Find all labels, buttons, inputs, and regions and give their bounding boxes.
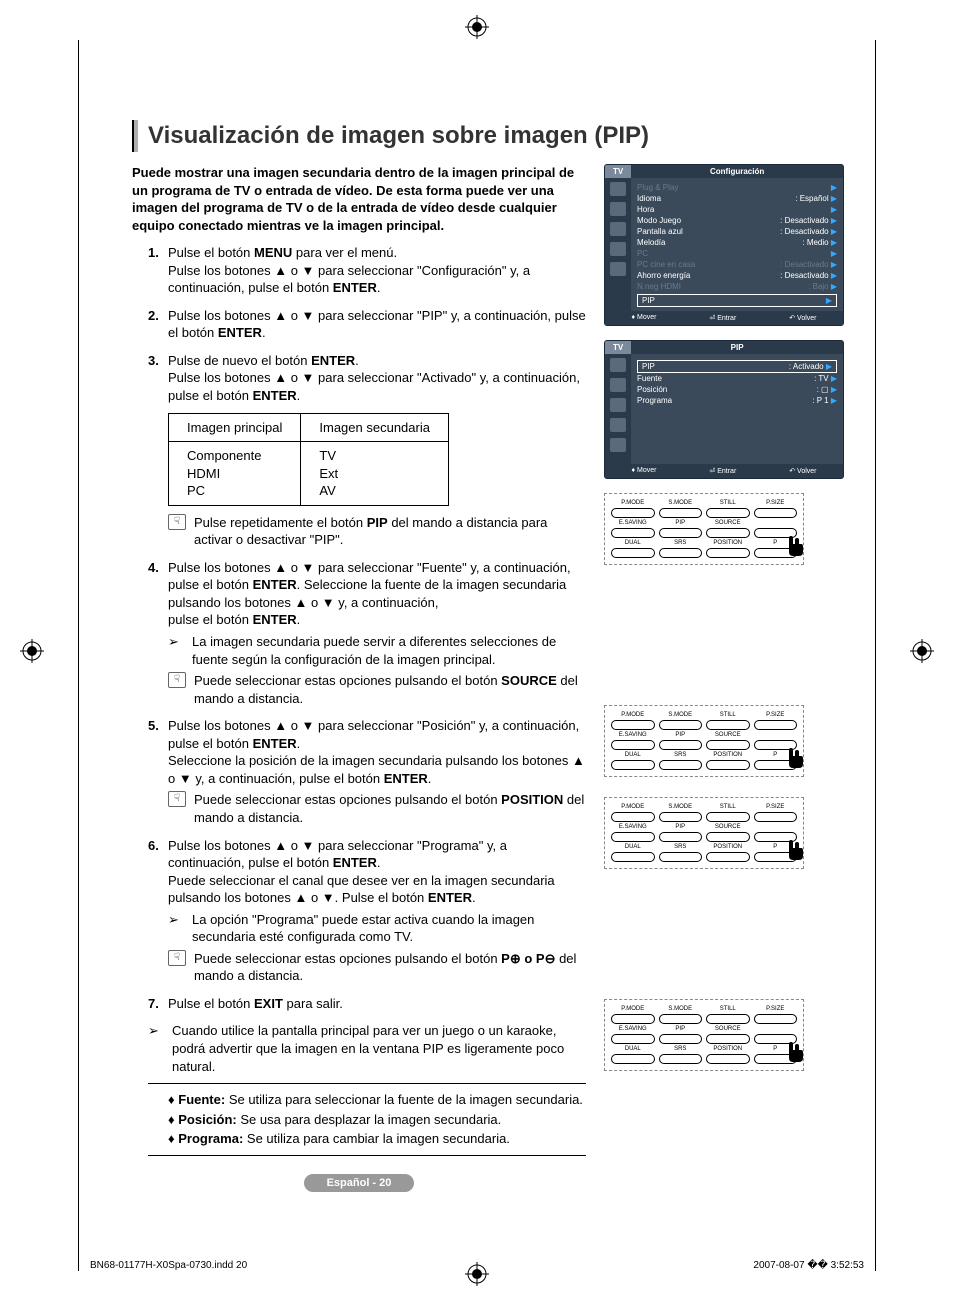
page-title: Visualización de imagen sobre imagen (PI… — [148, 122, 649, 150]
step-3: 3. Pulse de nuevo el botón ENTER. Pulse … — [148, 352, 586, 549]
remote-button — [754, 812, 798, 822]
remote-button — [659, 740, 703, 750]
osd-row: Melodía: Medio ▶ — [637, 237, 837, 248]
page-badge: Español - 20 — [304, 1174, 414, 1192]
remote-button — [611, 740, 655, 750]
remote-button — [611, 508, 655, 518]
remote-button — [611, 832, 655, 842]
remote-button — [659, 1014, 703, 1024]
remote-diagram: P.MODES.MODESTILLP.SIZEE.SAVINGPIPSOURCE… — [604, 797, 804, 869]
remote-button — [706, 1014, 750, 1024]
osd-row: PC cine en casa: Desactivado ▶ — [637, 259, 837, 270]
hand-pointer-icon — [781, 1036, 811, 1066]
remote-button — [659, 852, 703, 862]
remote-icon: ☟ — [168, 950, 186, 966]
step-1: 1. Pulse el botón MENU para ver el menú.… — [148, 244, 586, 297]
osd-row: Ahorro energía: Desactivado ▶ — [637, 270, 837, 281]
arrow-icon: ➢ — [168, 633, 184, 651]
step-2: 2. Pulse los botones ▲ o ▼ para seleccio… — [148, 307, 586, 342]
remote-button — [659, 528, 703, 538]
remote-button — [659, 1034, 703, 1044]
osd-pip: TVPIP PIP: Activado ▶Fuente: TV ▶Posició… — [604, 340, 844, 479]
remote-button — [706, 1054, 750, 1064]
remote-button — [611, 852, 655, 862]
osd-row: Idioma: Español ▶ — [637, 193, 837, 204]
intro-text: Puede mostrar una imagen secundaria dent… — [132, 164, 586, 234]
remote-button — [706, 760, 750, 770]
osd-row: Programa: P 1 ▶ — [637, 395, 837, 406]
crop-line — [78, 40, 79, 1271]
remote-button — [659, 812, 703, 822]
crop-line — [875, 40, 876, 1271]
remote-button — [706, 852, 750, 862]
registration-mark — [20, 639, 44, 663]
arrow-icon: ➢ — [148, 1022, 164, 1075]
final-note: ➢ Cuando utilice la pantalla principal p… — [148, 1022, 586, 1075]
remote-button — [659, 1054, 703, 1064]
remote-button — [659, 720, 703, 730]
osd-configuracion: TVConfiguración Plug & Play ▶Idioma: Esp… — [604, 164, 844, 326]
remote-diagram: P.MODES.MODESTILLP.SIZEE.SAVINGPIPSOURCE… — [604, 999, 804, 1071]
osd-row: Fuente: TV ▶ — [637, 373, 837, 384]
step-6: 6. Pulse los botones ▲ o ▼ para seleccio… — [148, 837, 586, 985]
osd-row: Posición: ▢ ▶ — [637, 384, 837, 395]
remote-button — [611, 548, 655, 558]
title-accent — [132, 120, 138, 152]
remote-button — [706, 812, 750, 822]
remote-button — [706, 720, 750, 730]
remote-button — [754, 508, 798, 518]
remote-diagram: P.MODES.MODESTILLP.SIZEE.SAVINGPIPSOURCE… — [604, 705, 804, 777]
remote-button — [706, 1034, 750, 1044]
remote-button — [706, 740, 750, 750]
arrow-icon: ➢ — [168, 911, 184, 929]
hand-pointer-icon — [781, 530, 811, 560]
hand-pointer-icon — [781, 742, 811, 772]
osd-sidebar-icons — [605, 178, 631, 311]
remote-icon: ☟ — [168, 672, 186, 688]
remote-button — [659, 548, 703, 558]
remote-icon: ☟ — [168, 514, 186, 530]
step-4: 4. Pulse los botones ▲ o ▼ para seleccio… — [148, 559, 586, 707]
remote-button — [754, 720, 798, 730]
remote-icon: ☟ — [168, 791, 186, 807]
registration-mark — [465, 15, 489, 39]
remote-button — [611, 1054, 655, 1064]
osd-row: Plug & Play ▶ — [637, 182, 837, 193]
remote-button — [611, 1034, 655, 1044]
osd-row: PC ▶ — [637, 248, 837, 259]
osd-row: Modo Juego: Desactivado ▶ — [637, 215, 837, 226]
osd-row: Hora ▶ — [637, 204, 837, 215]
osd-sidebar-icons — [605, 354, 631, 464]
remote-button — [611, 528, 655, 538]
remote-button — [659, 760, 703, 770]
source-table: Imagen principalImagen secundaria Compon… — [168, 413, 449, 506]
step-5: 5. Pulse los botones ▲ o ▼ para seleccio… — [148, 717, 586, 826]
remote-button — [706, 508, 750, 518]
remote-diagram: P.MODES.MODESTILLP.SIZEE.SAVINGPIPSOURCE… — [604, 493, 804, 565]
registration-mark — [910, 639, 934, 663]
remote-button — [611, 1014, 655, 1024]
remote-button — [706, 832, 750, 842]
table-note: ☟ Pulse repetidamente el botón PIP del m… — [168, 514, 586, 549]
remote-button — [659, 832, 703, 842]
osd-row: PIP: Activado ▶ — [637, 360, 837, 373]
remote-button — [706, 548, 750, 558]
remote-button — [706, 528, 750, 538]
osd-row: N.neg HDMI: Bajo ▶ — [637, 281, 837, 292]
step-7: 7. Pulse el botón EXIT para salir. — [148, 995, 586, 1013]
remote-button — [659, 508, 703, 518]
hand-pointer-icon — [781, 834, 811, 864]
page-footer: BN68-01177H-X0Spa-0730.indd 20 2007-08-0… — [90, 1260, 864, 1271]
remote-button — [611, 812, 655, 822]
remote-button — [611, 720, 655, 730]
definitions: Fuente: Se utiliza para seleccionar la f… — [148, 1083, 586, 1156]
remote-button — [611, 760, 655, 770]
osd-row: Pantalla azul: Desactivado ▶ — [637, 226, 837, 237]
remote-button — [754, 1014, 798, 1024]
osd-row: PIP ▶ — [637, 294, 837, 307]
